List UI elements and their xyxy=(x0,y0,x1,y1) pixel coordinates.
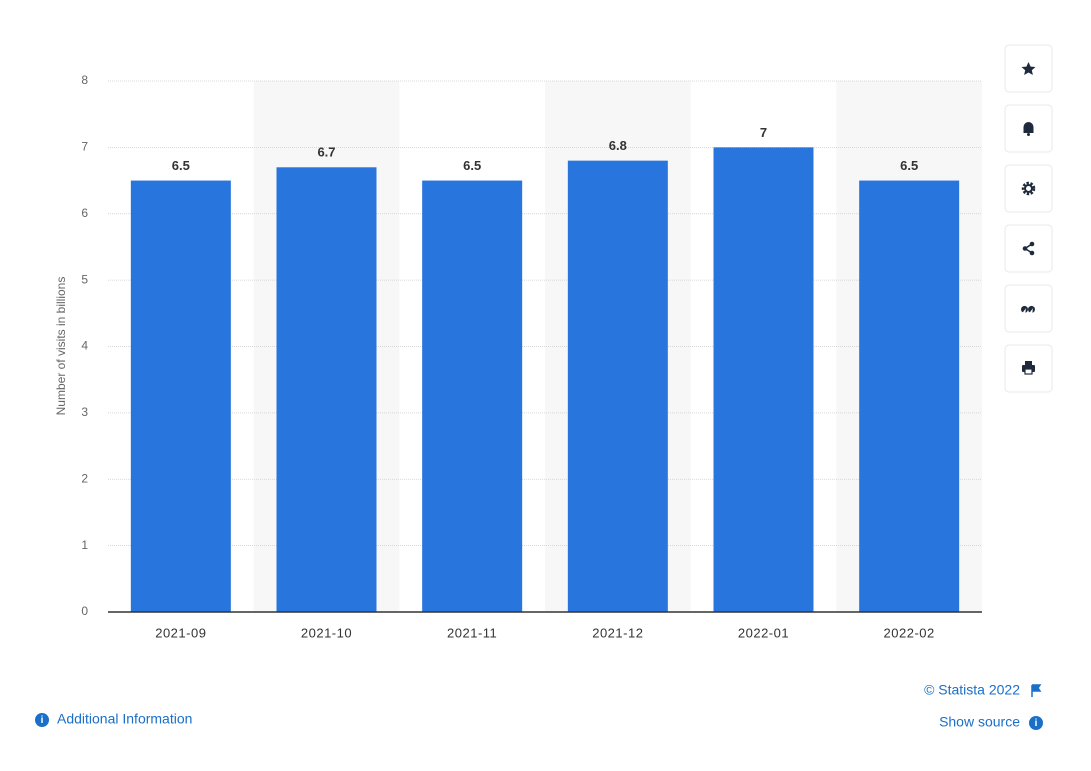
additional-information[interactable]: Additional Information xyxy=(57,711,192,727)
y-tick-label: 8 xyxy=(81,73,88,87)
y-tick-label: 6 xyxy=(81,206,88,220)
data-label: 6.5 xyxy=(900,158,918,173)
info-icon: i xyxy=(35,713,49,727)
bar xyxy=(422,180,523,612)
x-tick-label: 2021-12 xyxy=(592,625,643,640)
y-tick-label: 2 xyxy=(81,471,88,485)
y-tick-label: 4 xyxy=(81,339,88,353)
y-axis-label: Number of visits in billions xyxy=(54,277,68,416)
data-label: 6.5 xyxy=(463,158,481,173)
svg-text:i: i xyxy=(41,715,44,726)
data-label: 6.5 xyxy=(172,158,190,173)
copyright[interactable]: © Statista 2022 xyxy=(924,682,1020,698)
cite-button[interactable] xyxy=(1004,284,1053,333)
y-tick-label: 5 xyxy=(81,272,88,286)
y-tick-label: 1 xyxy=(81,538,88,552)
svg-text:i: i xyxy=(1035,718,1038,729)
bar xyxy=(859,180,960,612)
y-tick-label: 0 xyxy=(81,604,88,618)
plot: 0 1 2 3 4 5 6 7 8 2021-09 6.5 2021-10 6.7 2021-11 6.5 2… xyxy=(81,73,982,640)
bar xyxy=(567,160,668,612)
bar xyxy=(276,167,377,612)
data-label: 6.7 xyxy=(317,145,335,160)
x-tick-label: 2021-11 xyxy=(447,625,497,640)
favorite-button[interactable] xyxy=(1004,44,1053,93)
bar xyxy=(713,147,814,612)
bar xyxy=(130,180,231,612)
data-label: 7 xyxy=(760,125,767,140)
show-source[interactable]: Show source xyxy=(939,714,1020,730)
sidebar xyxy=(1004,44,1053,393)
data-label: 6.8 xyxy=(609,138,627,153)
x-tick-label: 2022-02 xyxy=(884,625,935,640)
share-button[interactable] xyxy=(1004,224,1053,273)
x-tick-label: 2021-09 xyxy=(155,625,206,640)
y-tick-label: 7 xyxy=(81,140,88,154)
notification-button[interactable] xyxy=(1004,104,1053,153)
settings-button[interactable] xyxy=(1004,164,1053,213)
y-tick-label: 3 xyxy=(81,405,88,419)
print-button[interactable] xyxy=(1004,344,1053,393)
source-info-icon: i xyxy=(1029,716,1043,730)
x-tick-label: 2022-01 xyxy=(738,625,789,640)
x-tick-label: 2021-10 xyxy=(301,625,352,640)
flag-icon xyxy=(1031,684,1042,697)
